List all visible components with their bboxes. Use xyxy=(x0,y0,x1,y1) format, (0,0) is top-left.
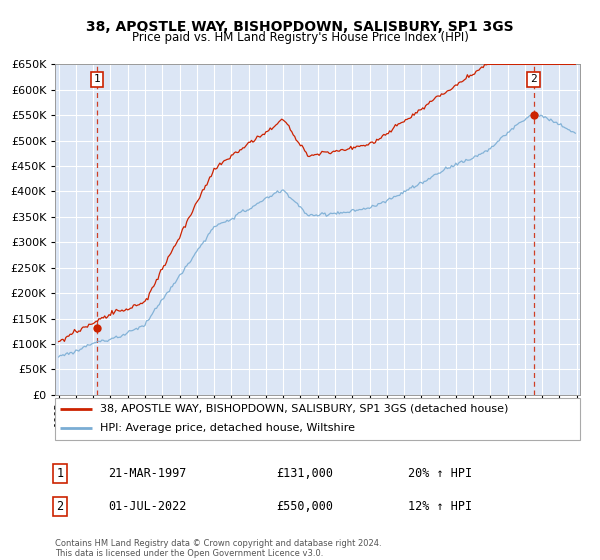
Text: 2: 2 xyxy=(56,500,64,514)
Text: 01-JUL-2022: 01-JUL-2022 xyxy=(108,500,187,514)
FancyBboxPatch shape xyxy=(55,398,580,440)
Text: 2: 2 xyxy=(530,74,537,85)
Text: 38, APOSTLE WAY, BISHOPDOWN, SALISBURY, SP1 3GS: 38, APOSTLE WAY, BISHOPDOWN, SALISBURY, … xyxy=(86,20,514,34)
Text: £550,000: £550,000 xyxy=(276,500,333,514)
Text: 12% ↑ HPI: 12% ↑ HPI xyxy=(408,500,472,514)
Text: HPI: Average price, detached house, Wiltshire: HPI: Average price, detached house, Wilt… xyxy=(100,423,355,433)
Text: 1: 1 xyxy=(94,74,100,85)
Text: 20% ↑ HPI: 20% ↑ HPI xyxy=(408,466,472,480)
Text: £131,000: £131,000 xyxy=(276,466,333,480)
Text: 21-MAR-1997: 21-MAR-1997 xyxy=(108,466,187,480)
Text: Price paid vs. HM Land Registry's House Price Index (HPI): Price paid vs. HM Land Registry's House … xyxy=(131,31,469,44)
Text: 1: 1 xyxy=(56,466,64,480)
Text: Contains HM Land Registry data © Crown copyright and database right 2024.
This d: Contains HM Land Registry data © Crown c… xyxy=(55,539,382,558)
Text: 38, APOSTLE WAY, BISHOPDOWN, SALISBURY, SP1 3GS (detached house): 38, APOSTLE WAY, BISHOPDOWN, SALISBURY, … xyxy=(100,404,508,414)
